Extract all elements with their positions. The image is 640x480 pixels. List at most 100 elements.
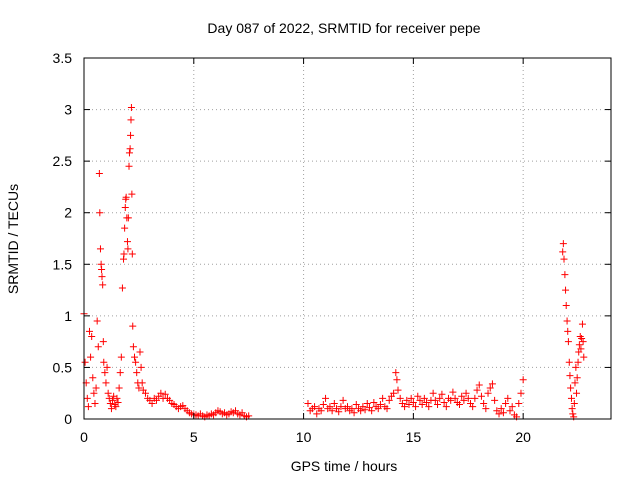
data-point bbox=[101, 369, 109, 377]
data-point bbox=[117, 353, 125, 361]
data-point bbox=[116, 369, 124, 377]
data-point bbox=[335, 408, 343, 416]
data-point bbox=[559, 240, 567, 248]
data-point bbox=[407, 394, 415, 402]
chart-title: Day 087 of 2022, SRMTID for receiver pep… bbox=[207, 20, 480, 36]
data-point bbox=[480, 400, 488, 408]
data-point bbox=[141, 389, 149, 397]
data-point bbox=[440, 398, 448, 406]
data-point bbox=[96, 245, 104, 253]
data-point bbox=[124, 245, 132, 253]
x-tick-label: 15 bbox=[406, 429, 422, 445]
data-point bbox=[133, 369, 141, 377]
data-point bbox=[570, 400, 578, 408]
data-point bbox=[508, 403, 516, 411]
data-point bbox=[423, 398, 431, 406]
data-point bbox=[123, 238, 131, 246]
y-tick-label: 1.5 bbox=[53, 256, 73, 272]
data-point bbox=[90, 389, 98, 397]
data-point bbox=[434, 401, 442, 409]
data-point bbox=[103, 363, 111, 371]
data-point bbox=[370, 398, 378, 406]
data-point bbox=[409, 398, 417, 406]
data-point bbox=[425, 403, 433, 411]
data-point bbox=[126, 145, 134, 153]
data-point bbox=[405, 401, 413, 409]
data-point bbox=[125, 149, 133, 157]
data-point bbox=[451, 394, 459, 402]
data-point bbox=[89, 374, 97, 382]
data-point bbox=[368, 407, 376, 415]
data-point bbox=[563, 317, 571, 325]
data-point bbox=[418, 401, 426, 409]
data-point bbox=[442, 403, 450, 411]
data-point bbox=[91, 400, 99, 408]
data-point bbox=[328, 407, 336, 415]
data-point bbox=[136, 348, 144, 356]
data-point bbox=[128, 250, 136, 258]
data-point bbox=[93, 317, 101, 325]
data-point bbox=[317, 407, 325, 415]
data-point bbox=[495, 410, 503, 418]
data-point bbox=[567, 394, 575, 402]
data-point bbox=[420, 394, 428, 402]
data-point bbox=[129, 343, 137, 351]
data-point bbox=[148, 400, 156, 408]
data-point bbox=[385, 396, 393, 404]
data-point bbox=[99, 281, 107, 289]
data-point bbox=[403, 396, 411, 404]
data-point bbox=[438, 390, 446, 398]
data-point bbox=[566, 372, 574, 380]
data-point bbox=[572, 363, 580, 371]
data-point bbox=[447, 396, 455, 404]
data-point bbox=[569, 410, 577, 418]
data-point bbox=[460, 396, 468, 404]
data-point bbox=[361, 406, 369, 414]
data-point bbox=[348, 405, 356, 413]
data-point bbox=[393, 376, 401, 384]
data-point bbox=[579, 338, 587, 346]
axis-ticks: 0 5 10 15 20 0 0.5 1 1.5 2 2.5 3 3.5 bbox=[53, 50, 611, 445]
data-point bbox=[363, 400, 371, 408]
data-point bbox=[396, 394, 404, 402]
data-point bbox=[87, 353, 95, 361]
data-point bbox=[449, 388, 457, 396]
data-point bbox=[92, 384, 100, 392]
data-point bbox=[138, 379, 146, 387]
data-point bbox=[379, 394, 387, 402]
data-point bbox=[124, 214, 132, 222]
data-point bbox=[344, 403, 351, 411]
data-point bbox=[560, 255, 568, 263]
data-point bbox=[128, 190, 136, 198]
data-point bbox=[127, 131, 135, 139]
data-point bbox=[578, 320, 586, 328]
data-point bbox=[322, 394, 330, 402]
y-tick-label: 2.5 bbox=[53, 153, 73, 169]
data-point bbox=[580, 353, 588, 361]
data-point bbox=[94, 343, 102, 351]
x-axis-label: GPS time / hours bbox=[291, 458, 398, 474]
data-point bbox=[352, 401, 360, 409]
data-point bbox=[114, 398, 122, 406]
data-point bbox=[475, 381, 483, 389]
data-point bbox=[394, 386, 402, 394]
data-point bbox=[515, 400, 523, 408]
data-point bbox=[571, 379, 579, 387]
data-point bbox=[129, 322, 137, 330]
data-point bbox=[113, 394, 121, 402]
data-point bbox=[127, 116, 135, 124]
data-point bbox=[350, 409, 358, 417]
x-tick-label: 5 bbox=[190, 429, 198, 445]
data-point bbox=[412, 403, 420, 411]
data-point bbox=[488, 380, 496, 388]
y-tick-label: 3 bbox=[64, 102, 72, 118]
y-tick-label: 1 bbox=[64, 308, 72, 324]
data-point bbox=[462, 389, 470, 397]
data-point bbox=[502, 400, 510, 408]
data-point bbox=[473, 386, 481, 394]
data-point bbox=[127, 104, 135, 112]
data-point bbox=[83, 394, 91, 402]
data-point bbox=[471, 394, 479, 402]
data-point bbox=[161, 390, 169, 398]
